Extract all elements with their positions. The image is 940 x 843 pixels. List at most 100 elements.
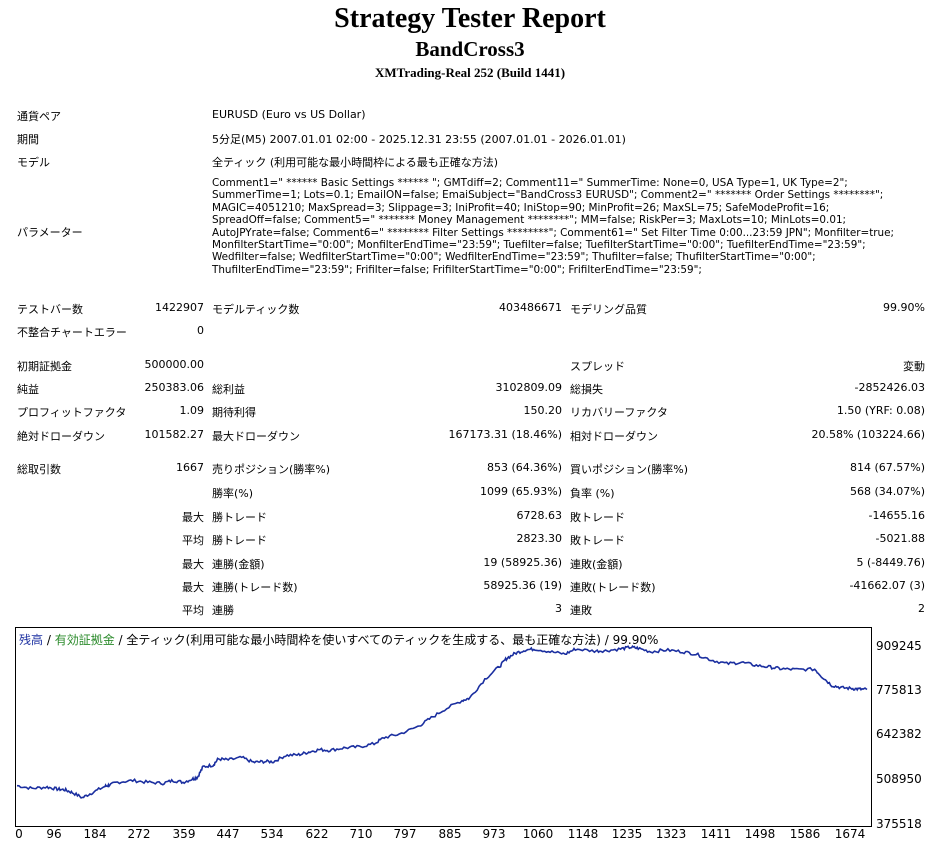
spread-label: スプレッド bbox=[570, 360, 625, 373]
bars-value: 1422907 bbox=[155, 301, 204, 314]
legend-sep-1: / bbox=[43, 633, 55, 647]
quality-label: モデリング品質 bbox=[570, 303, 647, 316]
y-tick-label: 508950 bbox=[876, 772, 922, 786]
expected-value: 150.20 bbox=[523, 404, 563, 417]
lossrate-label: 負率 (%) bbox=[570, 487, 615, 500]
short-label: 売りポジション(勝率%) bbox=[212, 463, 331, 476]
bars-label: テストバー数 bbox=[17, 303, 83, 316]
balance-line bbox=[16, 644, 868, 799]
grossloss-value: -2852426.03 bbox=[854, 381, 925, 394]
avg-label: 平均 bbox=[182, 534, 204, 547]
model-label: モデル bbox=[17, 156, 50, 169]
expected-label: 期待利得 bbox=[212, 406, 256, 419]
y-tick-label: 375518 bbox=[876, 817, 922, 831]
legend-description: 全ティック(利用可能な最小時間枠を使いすべてのティックを生成する、最も正確な方法… bbox=[126, 633, 659, 647]
quality-value: 99.90% bbox=[883, 301, 925, 314]
y-tick-label: 909245 bbox=[876, 639, 922, 653]
pf-label: プロフィットファクタ bbox=[17, 406, 127, 419]
legend-balance: 残高 bbox=[19, 633, 44, 647]
x-tick-label: 885 bbox=[438, 827, 462, 841]
max-label-2: 最大 bbox=[182, 558, 204, 571]
x-tick-label: 797 bbox=[393, 827, 417, 841]
consec-loss-amt-label: 連敗(金額) bbox=[570, 558, 623, 571]
grossloss-label: 総損失 bbox=[570, 383, 603, 396]
max-win-label: 勝トレード bbox=[212, 511, 267, 524]
avg-win-label: 勝トレード bbox=[212, 534, 267, 547]
grossprofit-label: 総利益 bbox=[212, 383, 245, 396]
trades-value: 1667 bbox=[176, 461, 204, 474]
x-tick-label: 96 bbox=[46, 827, 62, 841]
consec-win-amt-label: 連勝(金額) bbox=[212, 558, 265, 571]
long-value: 814 (67.57%) bbox=[849, 461, 925, 474]
ticks-label: モデルティック数 bbox=[212, 303, 300, 316]
x-tick-label: 710 bbox=[349, 827, 373, 841]
x-tick-label: 622 bbox=[305, 827, 329, 841]
recovery-label: リカバリーファクタ bbox=[570, 406, 668, 419]
winrate-label: 勝率(%) bbox=[212, 487, 254, 500]
period-label: 期間 bbox=[17, 133, 39, 146]
period-value: 5分足(M5) 2007.01.01 02:00 - 2025.12.31 23… bbox=[212, 133, 626, 146]
legend-sep-2: / bbox=[114, 633, 127, 647]
x-tick-label: 447 bbox=[216, 827, 240, 841]
errors-label: 不整合チャートエラー bbox=[17, 326, 127, 339]
netprofit-label: 純益 bbox=[17, 383, 39, 396]
chart-legend: 残高 / 有効証拠金 / 全ティック(利用可能な最小時間枠を使いすべてのティック… bbox=[19, 631, 658, 648]
avg-consec-loss-label: 連敗 bbox=[570, 604, 592, 617]
y-tick-label: 775813 bbox=[876, 683, 922, 697]
x-tick-label: 1060 bbox=[522, 827, 554, 841]
maxdd-value: 167173.31 (18.46%) bbox=[448, 428, 562, 441]
max-loss-label: 敗トレード bbox=[570, 511, 625, 524]
consec-win-amt-value: 19 (58925.36) bbox=[483, 556, 562, 569]
x-tick-label: 973 bbox=[482, 827, 506, 841]
avg-label-2: 平均 bbox=[182, 604, 204, 617]
long-label: 買いポジション(勝率%) bbox=[570, 463, 689, 476]
avg-loss-label: 敗トレード bbox=[570, 534, 625, 547]
recovery-value: 1.50 (YRF: 0.08) bbox=[836, 404, 925, 417]
server-build: XMTrading-Real 252 (Build 1441) bbox=[374, 65, 566, 80]
x-tick-label: 1586 bbox=[789, 827, 821, 841]
avg-win-value: 2823.30 bbox=[516, 532, 563, 545]
avg-consec-win-label: 連勝 bbox=[212, 604, 234, 617]
x-tick-label: 1498 bbox=[744, 827, 776, 841]
absdd-value: 101582.27 bbox=[144, 428, 205, 441]
avg-loss-value: -5021.88 bbox=[875, 532, 925, 545]
grossprofit-value: 3102809.09 bbox=[495, 381, 562, 394]
ea-name: BandCross3 bbox=[415, 37, 525, 61]
params-value: Comment1=" ****** Basic Settings ****** … bbox=[212, 177, 895, 276]
short-value: 853 (64.36%) bbox=[486, 461, 562, 474]
ticks-value: 403486671 bbox=[499, 301, 562, 314]
consec-loss-cnt-value: -41662.07 (3) bbox=[849, 579, 925, 592]
deposit-label: 初期証拠金 bbox=[17, 360, 72, 373]
x-tick-label: 1148 bbox=[567, 827, 599, 841]
y-tick-label: 642382 bbox=[876, 727, 922, 741]
consec-loss-amt-value: 5 (-8449.76) bbox=[856, 556, 925, 569]
x-tick-label: 1674 bbox=[834, 827, 866, 841]
max-label: 最大 bbox=[182, 511, 204, 524]
lossrate-value: 568 (34.07%) bbox=[849, 485, 925, 498]
netprofit-value: 250383.06 bbox=[144, 381, 205, 394]
x-tick-label: 534 bbox=[260, 827, 284, 841]
avg-consec-win-value: 3 bbox=[555, 602, 562, 615]
trades-label: 総取引数 bbox=[17, 463, 61, 476]
avg-consec-loss-value: 2 bbox=[918, 602, 925, 615]
deposit-value: 500000.00 bbox=[144, 358, 205, 371]
reldd-value: 20.58% (103224.66) bbox=[811, 428, 925, 441]
model-value: 全ティック (利用可能な最小時間枠による最も正確な方法) bbox=[212, 156, 499, 169]
winrate-value: 1099 (65.93%) bbox=[479, 485, 562, 498]
x-tick-label: 0 bbox=[15, 827, 23, 841]
consec-win-cnt-value: 58925.36 (19) bbox=[483, 579, 562, 592]
max-win-value: 6728.63 bbox=[516, 509, 563, 522]
absdd-label: 絶対ドローダウン bbox=[17, 430, 105, 443]
symbol-value: EURUSD (Euro vs US Dollar) bbox=[212, 108, 366, 121]
consec-win-cnt-label: 連勝(トレード数) bbox=[212, 581, 298, 594]
spread-value: 変動 bbox=[903, 360, 925, 373]
maxdd-label: 最大ドローダウン bbox=[212, 430, 300, 443]
legend-equity: 有効証拠金 bbox=[54, 633, 115, 647]
max-label-3: 最大 bbox=[182, 581, 204, 594]
reldd-label: 相対ドローダウン bbox=[570, 430, 658, 443]
max-loss-value: -14655.16 bbox=[868, 509, 925, 522]
pf-value: 1.09 bbox=[179, 404, 205, 417]
consec-loss-cnt-label: 連敗(トレード数) bbox=[570, 581, 656, 594]
x-tick-label: 1323 bbox=[655, 827, 687, 841]
